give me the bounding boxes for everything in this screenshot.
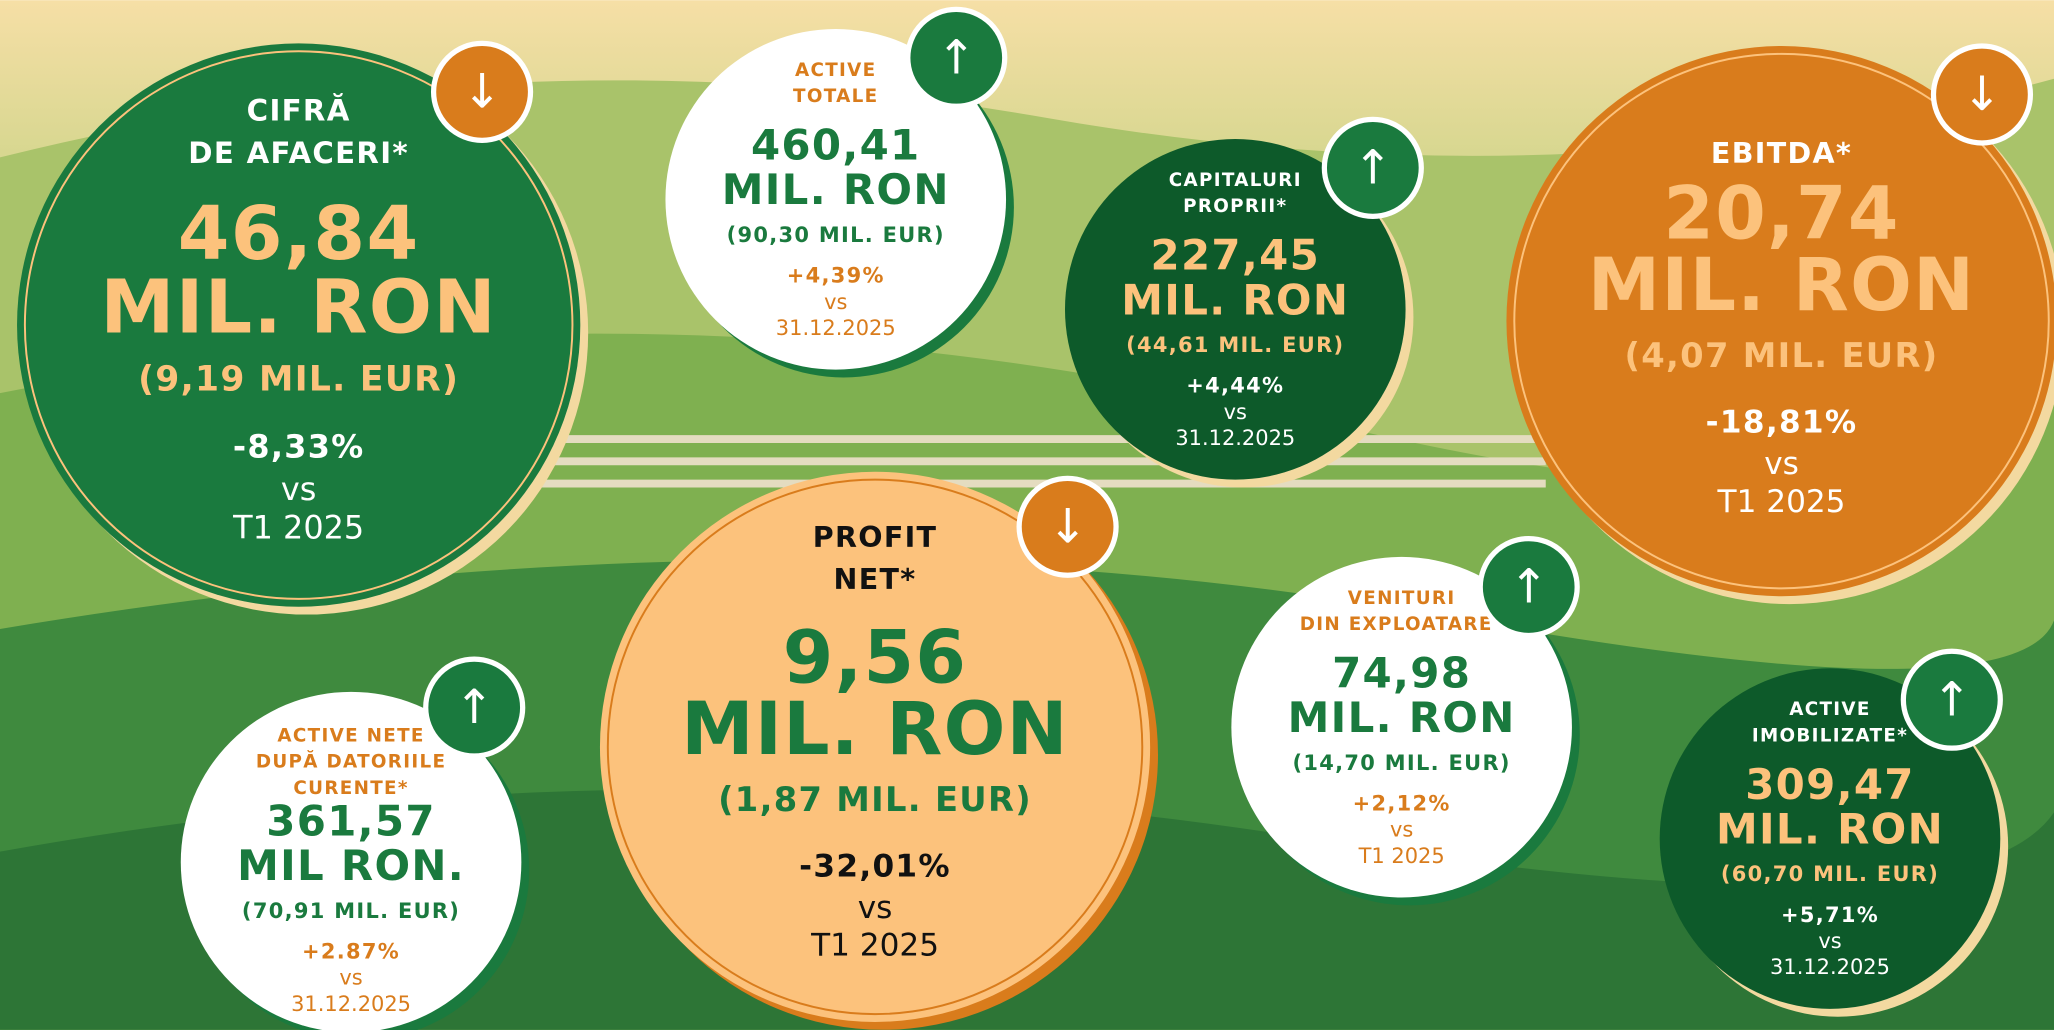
card-title: CAPITALURI	[1169, 170, 1302, 191]
card-value: MIL. RON	[681, 688, 1069, 772]
card-value: MIL. RON	[1121, 275, 1349, 324]
card-change: +4,39%	[787, 264, 885, 288]
card	[1506, 46, 2054, 597]
card-value: MIL RON.	[237, 841, 465, 890]
card-change: -8,33%	[233, 428, 365, 466]
card-change: +2.87%	[302, 940, 400, 964]
arrow-icon: ↓	[462, 65, 501, 120]
card-ring	[606, 478, 1144, 1016]
arrow-badge	[905, 6, 1008, 109]
card-period: T1 2025	[232, 509, 364, 547]
card-title: TOTALE	[793, 86, 878, 107]
card-value: 20,74	[1663, 173, 1899, 257]
card-vs: vs	[1224, 400, 1247, 424]
card-eur: (14,70 MIL. EUR)	[1293, 751, 1511, 775]
card-value: MIL. RON	[100, 263, 496, 350]
card-title: CIFRĂ	[247, 93, 351, 127]
card-ring	[23, 50, 574, 600]
card-period: 31.12.2025	[1770, 955, 1890, 979]
card-title: PROFIT	[813, 521, 938, 554]
card-period: T1 2025	[810, 928, 939, 964]
card-title: IMOBILIZATE*	[1752, 725, 1908, 746]
card-value: 46,84	[178, 190, 420, 277]
arrow-badge	[430, 40, 534, 143]
card	[180, 691, 522, 1030]
card-period: T1 2025	[1717, 484, 1846, 520]
card	[1659, 668, 2001, 1009]
card-eur: (44,61 MIL. EUR)	[1126, 333, 1344, 357]
card-value: MIL. RON	[722, 165, 950, 214]
card-eur: (9,19 MIL. EUR)	[138, 359, 459, 399]
card-title: NET*	[834, 563, 917, 596]
card-title: DIN EXPLOATARE*	[1300, 614, 1504, 635]
card-period: 31.12.2025	[776, 316, 896, 340]
card-ring	[1513, 52, 2050, 590]
card-title: VENITURI	[1348, 588, 1456, 609]
card-vs: vs	[1764, 446, 1799, 482]
card-title: ACTIVE	[795, 60, 877, 81]
arrow-badge	[1477, 535, 1580, 639]
card-change: -18,81%	[1706, 405, 1858, 441]
arrow-badge	[1930, 43, 2034, 146]
card	[599, 471, 1151, 1022]
card-eur: (70,91 MIL. EUR)	[242, 899, 460, 923]
card-change: +5,71%	[1781, 903, 1879, 927]
card-vs: vs	[281, 470, 316, 508]
arrow-icon: ↑	[454, 680, 494, 735]
card-title: ACTIVE NETE	[277, 725, 424, 746]
card-value: 9,56	[783, 617, 968, 701]
card-vs: vs	[858, 890, 893, 926]
card-title: PROPRII*	[1183, 196, 1287, 217]
arrow-icon: ↑	[937, 30, 977, 85]
card-eur: (60,70 MIL. EUR)	[1721, 862, 1939, 886]
card-change: -32,01%	[799, 849, 951, 885]
card-period: 31.12.2025	[1175, 426, 1295, 450]
card-value: MIL. RON	[1288, 693, 1516, 742]
card	[1064, 139, 1406, 480]
card-value: 309,47	[1745, 760, 1915, 809]
card-title: CURENTE*	[293, 778, 408, 799]
arrow-badge	[1900, 648, 2003, 751]
card-value: 74,98	[1332, 649, 1471, 698]
card-eur: (1,87 MIL. EUR)	[718, 780, 1032, 819]
card-period: 31.12.2025	[291, 992, 411, 1016]
card-vs: vs	[339, 966, 362, 990]
arrow-icon: ↑	[1932, 672, 1972, 727]
card-title: ACTIVE	[1789, 699, 1871, 720]
card-value: 460,41	[751, 121, 921, 170]
card-vs: vs	[1390, 818, 1413, 842]
arrow-icon: ↑	[1353, 140, 1392, 195]
card-change: +4,44%	[1186, 374, 1284, 398]
card-change: +2,12%	[1353, 791, 1451, 815]
arrow-badge	[1016, 475, 1119, 578]
card-title: EBITDA*	[1711, 137, 1852, 170]
card	[17, 43, 581, 607]
card-value: MIL. RON	[1716, 805, 1944, 854]
arrow-badge	[1321, 116, 1424, 219]
card-title: DE AFACERI*	[188, 136, 409, 170]
arrow-badge	[423, 656, 526, 759]
card-eur: (4,07 MIL. EUR)	[1625, 336, 1939, 375]
card	[1231, 556, 1572, 898]
arrow-icon: ↑	[1509, 560, 1549, 615]
arrow-icon: ↓	[1048, 499, 1088, 554]
card-vs: vs	[824, 290, 847, 314]
arrow-icon: ↓	[1962, 67, 2001, 122]
card-value: 227,45	[1150, 231, 1320, 280]
card-title: DUPĂ DATORIILE	[256, 751, 446, 773]
card-value: 361,57	[266, 797, 436, 846]
card-eur: (90,30 MIL. EUR)	[727, 223, 945, 247]
card-vs: vs	[1818, 929, 1841, 953]
card-value: MIL. RON	[1588, 244, 1976, 328]
card	[665, 29, 1007, 370]
card-period: T1 2025	[1358, 844, 1445, 868]
